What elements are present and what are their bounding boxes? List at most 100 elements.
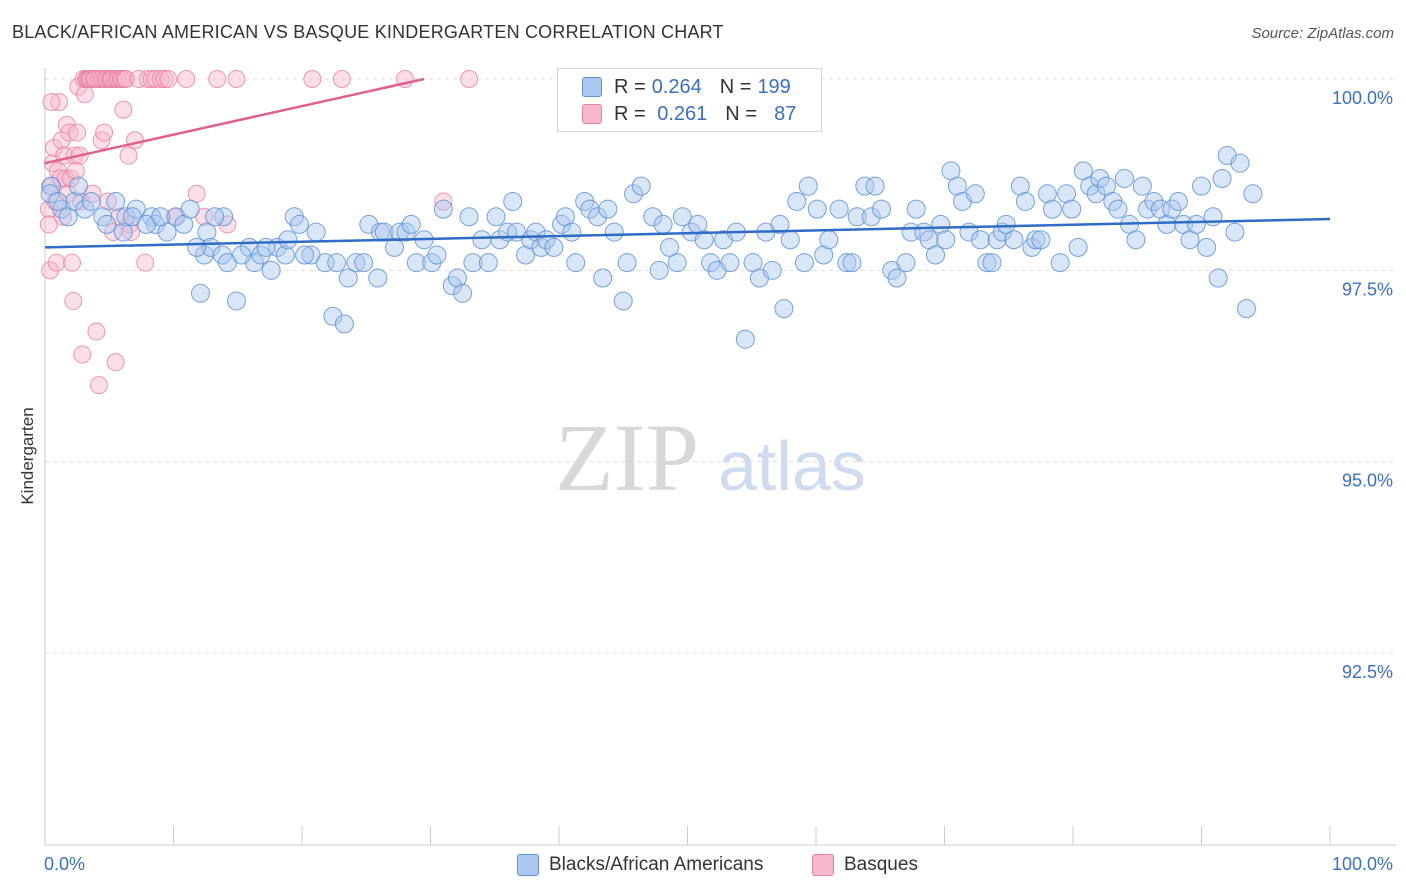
black-african-american-point: [503, 191, 523, 211]
black-african-american-point: [190, 283, 210, 303]
black-african-american-point: [667, 253, 687, 273]
basque-point: [62, 253, 81, 272]
basque-point: [42, 92, 61, 111]
legend-n-label: N =: [725, 102, 757, 125]
black-african-american-point: [837, 253, 857, 273]
basque-point: [83, 184, 102, 203]
black-african-american-point: [275, 245, 295, 265]
black-african-american-point: [346, 253, 366, 273]
black-african-american-point: [617, 253, 637, 273]
black-african-american-point: [1108, 199, 1128, 219]
black-african-american-point: [660, 237, 680, 257]
black-african-american-point: [75, 199, 95, 219]
black-african-american-point: [1212, 168, 1232, 188]
y-axis-label: Kindergarten: [18, 407, 37, 504]
black-african-american-point: [472, 230, 492, 250]
black-african-american-point: [814, 245, 834, 265]
black-african-american-point: [807, 199, 827, 219]
black-african-american-point: [447, 268, 467, 288]
blue-trend-line: [44, 217, 1331, 249]
black-african-american-point: [1162, 199, 1182, 219]
basque-point: [41, 261, 60, 280]
black-african-american-point: [643, 207, 663, 227]
black-african-american-point: [1144, 191, 1164, 211]
x-tick-label: 100.0%: [1332, 854, 1393, 874]
black-african-american-point: [427, 245, 447, 265]
black-african-american-point: [598, 199, 618, 219]
legend-r-value: 0.261: [651, 102, 708, 125]
black-african-american-point: [926, 245, 946, 265]
black-african-american-point: [315, 253, 335, 273]
black-african-american-point: [323, 306, 343, 326]
black-african-american-point: [1031, 230, 1051, 250]
black-african-american-point: [289, 214, 309, 234]
black-african-american-point: [151, 207, 171, 227]
black-african-american-point: [588, 207, 608, 227]
black-african-american-point: [694, 230, 714, 250]
legend-swatch-pink: [582, 104, 602, 124]
black-african-american-point: [48, 191, 68, 211]
black-african-american-point: [1037, 184, 1057, 204]
black-african-american-point: [197, 222, 217, 242]
black-african-american-point: [720, 253, 740, 273]
black-african-american-point: [205, 207, 225, 227]
basque-point: [303, 70, 322, 88]
black-african-american-point: [649, 260, 669, 280]
black-african-american-point: [459, 207, 479, 227]
black-african-american-point: [463, 253, 483, 273]
y-tick-label: 97.5%: [1342, 279, 1393, 299]
basque-point: [44, 138, 63, 157]
black-african-american-point: [1230, 153, 1250, 173]
black-african-american-point: [982, 253, 1002, 273]
black-african-american-point: [113, 222, 133, 242]
basque-point: [47, 253, 66, 272]
black-african-american-point: [359, 214, 379, 234]
black-african-american-point: [1004, 230, 1024, 250]
black-african-american-point: [631, 176, 651, 196]
black-african-american-point: [116, 207, 136, 227]
basque-point: [332, 70, 351, 88]
black-african-american-point: [1126, 230, 1146, 250]
black-african-american-point: [1203, 207, 1223, 227]
series-label-blacks: Blacks/African Americans: [549, 854, 764, 875]
black-african-american-point: [187, 237, 207, 257]
black-african-american-point: [965, 184, 985, 204]
black-african-american-point: [762, 260, 782, 280]
black-african-american-point: [780, 230, 800, 250]
black-african-american-point: [1192, 176, 1211, 196]
stats-legend: R = 0.264 N = 199 R = 0.261 N = 87: [557, 68, 822, 132]
basque-point: [89, 376, 108, 395]
black-african-american-point: [1236, 299, 1256, 319]
watermark-atlas: atlas: [718, 427, 866, 505]
black-african-american-point: [106, 191, 126, 211]
basque-point: [104, 223, 123, 242]
zipatlas-watermark: ZIP atlas: [555, 404, 866, 511]
basque-point: [68, 123, 87, 142]
black-african-american-point: [1243, 184, 1263, 204]
black-african-american-point: [261, 260, 281, 280]
black-african-american-point: [1168, 191, 1188, 211]
black-african-american-point: [996, 214, 1016, 234]
black-african-american-point: [1015, 191, 1035, 211]
black-african-american-point: [847, 207, 867, 227]
black-african-american-point: [97, 214, 117, 234]
black-african-american-point: [1114, 168, 1134, 188]
black-african-american-point: [256, 237, 276, 257]
series-swatch-blue: [517, 854, 539, 876]
black-african-american-point: [1225, 222, 1245, 242]
legend-row-basques: R = 0.261 N = 87: [582, 102, 796, 126]
black-african-american-point: [798, 176, 818, 196]
legend-n-value: 199: [757, 75, 791, 98]
black-african-american-point: [327, 253, 347, 273]
black-african-american-point: [774, 299, 794, 319]
basque-point: [177, 70, 196, 88]
series-legend-blacks: Blacks/African Americans: [517, 852, 763, 878]
legend-n-label: N =: [719, 75, 752, 98]
black-african-american-point: [406, 253, 426, 273]
black-african-american-point: [453, 283, 473, 303]
basque-point: [116, 70, 135, 88]
black-african-american-point: [1197, 237, 1217, 257]
legend-swatch-blue: [582, 77, 602, 97]
black-african-american-point: [977, 253, 997, 273]
